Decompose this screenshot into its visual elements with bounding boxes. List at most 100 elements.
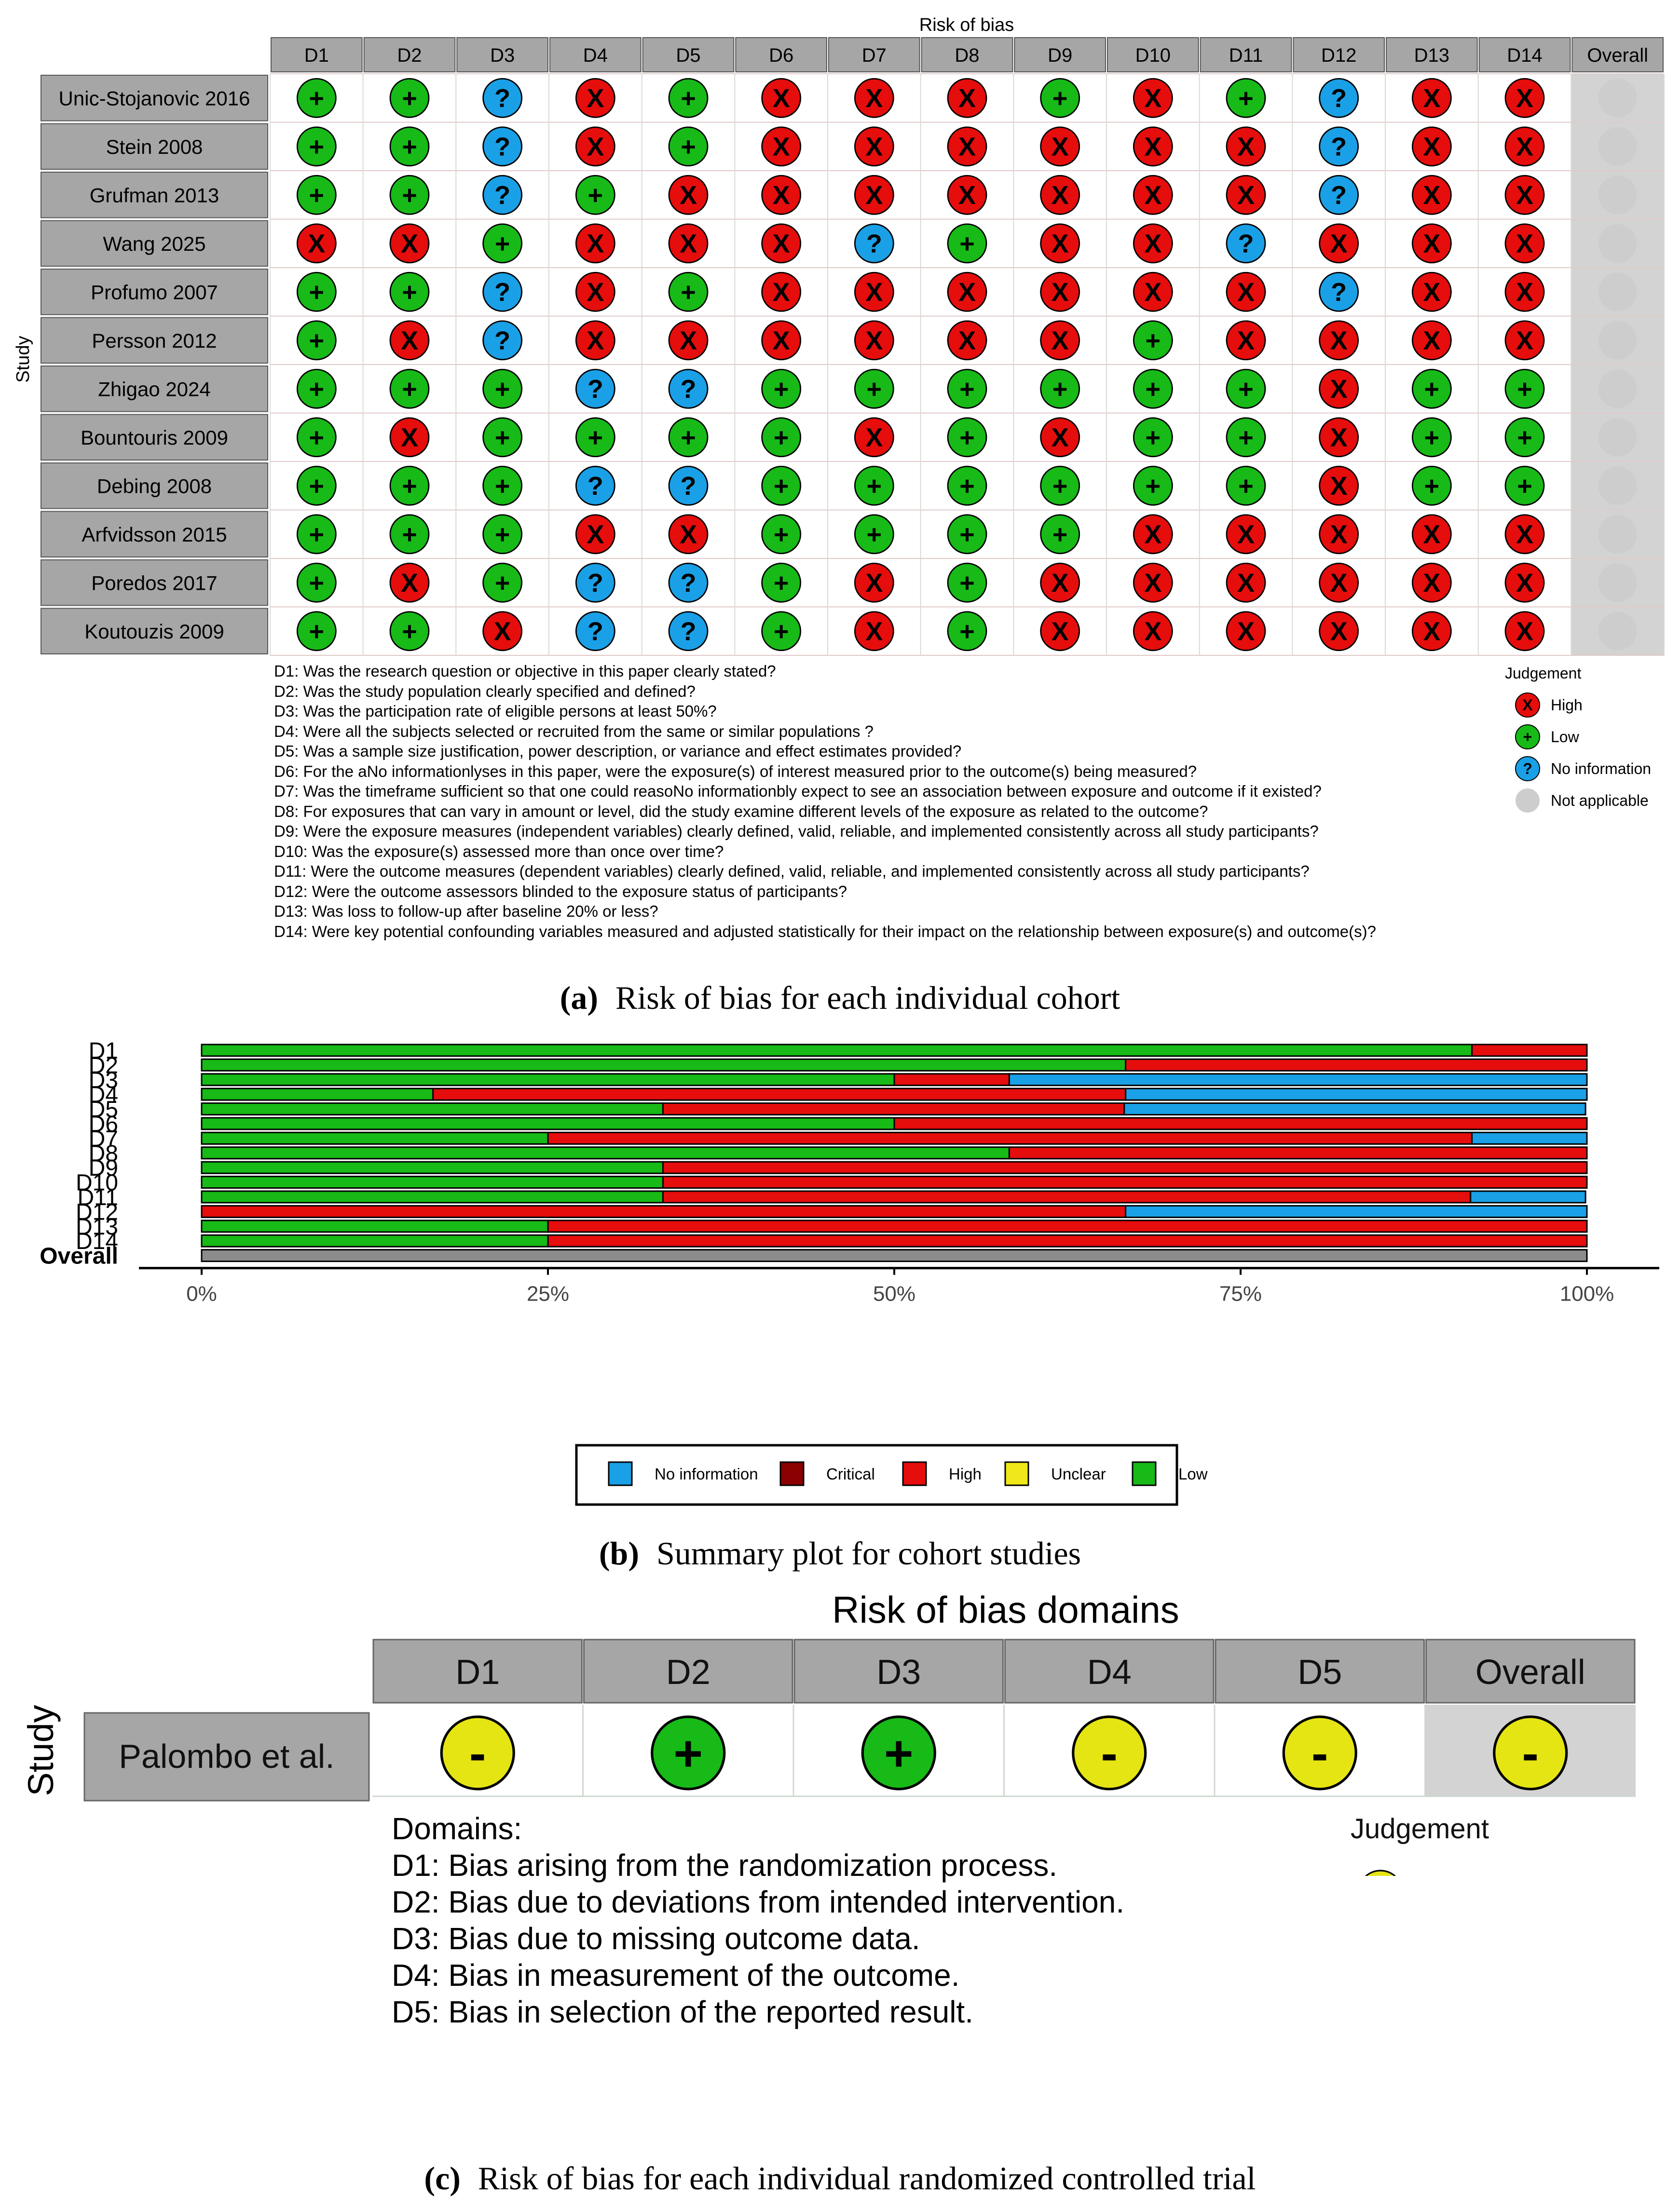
cell-symbol: X — [680, 520, 697, 549]
cell-high-icon — [1040, 175, 1080, 215]
study-label: Poredos 2017 — [91, 571, 218, 594]
cell-symbol: + — [1424, 375, 1440, 404]
cell-symbol: + — [1146, 423, 1161, 452]
question-line: D6: For the aNo informationlyses in this… — [274, 762, 1197, 780]
cell-symbol: X — [587, 84, 604, 113]
domain-header-cell — [549, 37, 642, 72]
cell-high-icon — [1411, 223, 1452, 264]
cell-symbol: X — [587, 520, 604, 549]
bar-segment-low — [201, 1073, 895, 1086]
cell-symbol: X — [494, 617, 511, 646]
cell-symbol: X — [865, 181, 883, 210]
bar-segment-low — [201, 1044, 1473, 1057]
cell-symbol: ? — [587, 472, 603, 501]
cell-low-icon — [668, 417, 709, 458]
cell-symbol: + — [402, 84, 417, 113]
panel-c-traffic-light-plot: Risk of bias domains Study D1 D2 D3 D4 D5 Ove… — [21, 1588, 1636, 1876]
panel-b-legend-label: Low — [1178, 1465, 1208, 1483]
cell-symbol: ? — [494, 181, 510, 210]
cell-symbol: + — [309, 133, 325, 162]
cell-low-icon — [947, 465, 987, 506]
domain-header-cell — [828, 37, 920, 72]
x-axis-tick-label: 0% — [186, 1282, 217, 1306]
cell-no-information-icon — [1319, 271, 1359, 312]
cell-low-icon — [947, 562, 987, 603]
cell-symbol: X — [587, 230, 604, 258]
domain-header-label: D2 — [666, 1653, 710, 1692]
cell-high-icon — [482, 611, 523, 651]
cell-high-icon — [668, 175, 709, 215]
cell-symbol: X — [958, 133, 976, 162]
cell-high-icon — [854, 175, 894, 215]
question-line: D9: Were the exposure measures (independ… — [274, 822, 1319, 840]
study-label-cell — [41, 317, 268, 364]
cell-high-icon — [1040, 320, 1080, 361]
cell-symbol: X — [1237, 133, 1255, 162]
cell-high-icon — [947, 175, 987, 215]
cell-symbol: + — [774, 472, 789, 501]
cell-no-information-icon — [1319, 78, 1359, 118]
cell-symbol: + — [1146, 375, 1161, 404]
cell-no-information-icon — [668, 611, 709, 651]
domain-header-cell — [1478, 37, 1571, 72]
cell-not-applicable-icon — [1598, 127, 1637, 166]
cell-symbol: X — [1516, 326, 1533, 355]
cell-low-icon — [296, 368, 337, 409]
cell-not-applicable-icon — [1598, 418, 1637, 457]
legend-high-icon — [1515, 692, 1540, 718]
cell-high-icon — [668, 320, 709, 361]
study-label-cell — [41, 511, 268, 557]
domain-header-label: Overall — [1475, 1653, 1585, 1692]
cell-high-icon — [854, 78, 894, 118]
summary-row-label: D6 — [89, 1112, 118, 1137]
study-label: Persson 2012 — [92, 329, 217, 352]
cell-high-icon — [296, 223, 337, 264]
domain-header-label: D6 — [769, 45, 793, 66]
cell-symbol: X — [1330, 569, 1348, 597]
cell-symbol: X — [1423, 326, 1440, 355]
cell-symbol: X — [1144, 520, 1161, 549]
domain-header-label: Overall — [1587, 45, 1648, 66]
panel-a-legend-label: No information — [1551, 760, 1651, 777]
cell-high-icon — [1133, 78, 1173, 118]
cell-symbol: X — [773, 230, 790, 258]
summary-row-label: D9 — [89, 1155, 118, 1181]
cell-low-icon — [1411, 417, 1452, 458]
cell-symbol: + — [1052, 520, 1068, 549]
cell-high-icon — [1226, 562, 1266, 603]
question-line: D8: For exposures that can vary in amoun… — [274, 802, 1208, 820]
domain-header-label: D1 — [304, 45, 329, 66]
bar-segment-not-applicable — [201, 1249, 1588, 1262]
panel-a-caption-label: (a) — [560, 979, 599, 1016]
summary-row-label: D4 — [89, 1082, 118, 1108]
study-label: Zhigao 2024 — [98, 378, 211, 400]
cell-high-icon — [1504, 271, 1545, 312]
cell-symbol: X — [587, 326, 604, 355]
study-label-cell — [41, 366, 268, 412]
cell-symbol: X — [958, 326, 976, 355]
cell-symbol: X — [1423, 617, 1440, 646]
bar-segment-low — [201, 1117, 895, 1130]
cell-low-icon — [854, 514, 894, 555]
cell-symbol: ? — [494, 278, 510, 307]
cell-symbol: + — [309, 278, 325, 307]
cell-no-information-icon — [854, 223, 894, 264]
cell-high-icon — [1319, 368, 1359, 409]
cell-symbol: X — [1052, 133, 1069, 162]
cell-symbol: + — [1052, 84, 1068, 113]
domain-header-cell — [1386, 37, 1478, 72]
cell-high-icon — [1226, 611, 1266, 651]
cell-symbol: X — [865, 569, 883, 597]
domain-header-label: D3 — [490, 45, 515, 66]
cell-symbol: X — [1516, 617, 1533, 646]
cell-low-icon — [854, 368, 894, 409]
cell-some-concerns-icon — [1493, 1715, 1568, 1791]
cell-high-icon — [854, 562, 894, 603]
cell-symbol: + — [495, 423, 510, 452]
cell-high-icon — [1411, 271, 1452, 312]
summary-row-label: D2 — [89, 1053, 118, 1078]
legend-symbol: X — [1522, 696, 1533, 714]
domain-header-cell — [456, 37, 548, 72]
cell-symbol: X — [1237, 520, 1255, 549]
cell-symbol: X — [958, 84, 976, 113]
